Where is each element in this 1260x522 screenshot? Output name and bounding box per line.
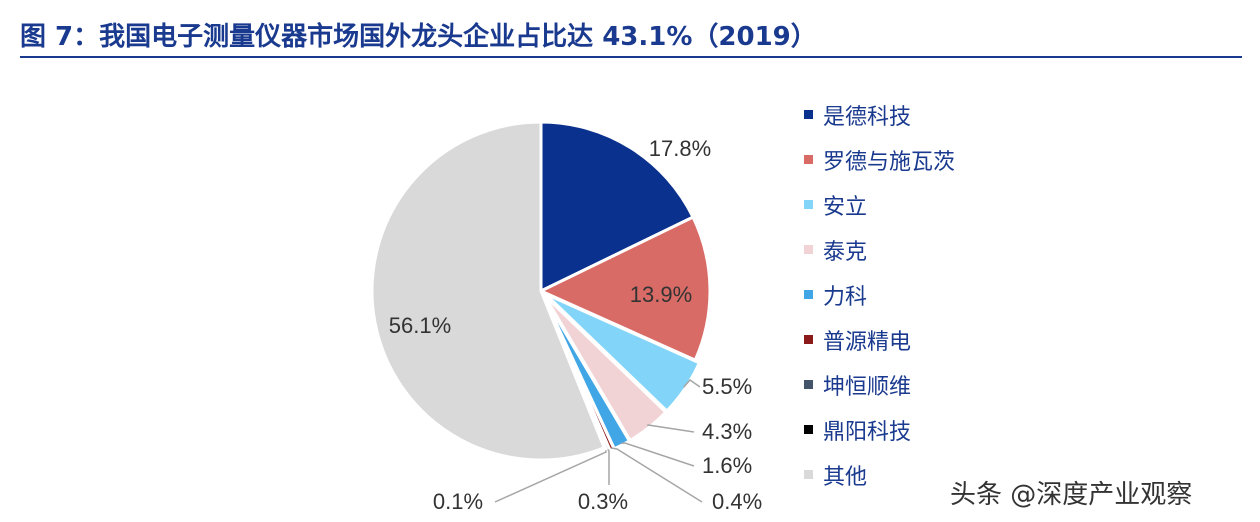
legend-swatch — [804, 155, 813, 164]
data-label-8: 0.1% — [433, 489, 483, 514]
legend-swatch — [804, 290, 813, 299]
pie-slice-1 — [539, 120, 696, 294]
legend-swatch — [804, 470, 813, 479]
legend-swatch — [804, 200, 813, 209]
legend-label: 泰克 — [823, 239, 868, 265]
legend-item-4: 泰克 — [804, 227, 955, 272]
legend-label: 罗德与施瓦茨 — [823, 149, 956, 175]
title-rule — [20, 56, 1242, 58]
legend-label: 鼎阳科技 — [823, 419, 912, 445]
legend: 是德科技罗德与施瓦茨 安立泰克力科普源精电坤恒顺维鼎阳科技其他 — [804, 92, 955, 497]
data-label-1: 17.8% — [649, 136, 711, 161]
legend-swatch — [804, 335, 813, 344]
pie-slice-3 — [544, 292, 702, 414]
legend-label: 普源精电 — [823, 329, 912, 355]
legend-item-5: 力科 — [804, 272, 955, 317]
data-label-5: 1.6% — [702, 453, 752, 478]
leader-line-5 — [620, 442, 695, 467]
leader-line-8 — [494, 450, 607, 503]
legend-swatch — [804, 425, 813, 434]
legend-label: 是德科技 — [823, 104, 912, 130]
leader-line-7 — [607, 449, 610, 485]
legend-item-3: 安立 — [804, 182, 955, 227]
legend-swatch — [804, 380, 813, 389]
data-label-6: 0.4% — [712, 489, 762, 514]
data-label-2: 13.9% — [630, 282, 692, 307]
legend-label: 力科 — [823, 284, 868, 310]
data-label-4: 4.3% — [702, 419, 752, 444]
legend-item-9: 其他 — [804, 452, 955, 497]
figure-title: 图 7：我国电子测量仪器市场国外龙头企业占比达 43.1%（2019） — [20, 22, 817, 52]
legend-item-6: 普源精电 — [804, 317, 955, 362]
legend-swatch — [804, 245, 813, 254]
legend-item-2: 罗德与施瓦茨 — [804, 137, 955, 182]
legend-item-8: 鼎阳科技 — [804, 407, 955, 452]
legend-label: 其他 — [823, 464, 868, 490]
legend-swatch — [804, 110, 813, 119]
pie-slice-9 — [370, 120, 607, 462]
legend-item-7: 坤恒顺维 — [804, 362, 955, 407]
legend-label: 坤恒顺维 — [823, 374, 912, 400]
pie-slice-2 — [537, 215, 712, 363]
watermark: 头条 @深度产业观察 — [950, 480, 1193, 510]
legend-item-1: 是德科技 — [804, 92, 955, 137]
data-label-9: 56.1% — [389, 313, 451, 338]
leader-line-4 — [646, 424, 695, 433]
data-label-7: 0.3% — [578, 489, 628, 514]
data-label-3: 5.5% — [702, 374, 752, 399]
legend-label: 安立 — [823, 194, 868, 220]
leader-line-3 — [683, 379, 701, 388]
leader-line-6 — [611, 447, 703, 503]
